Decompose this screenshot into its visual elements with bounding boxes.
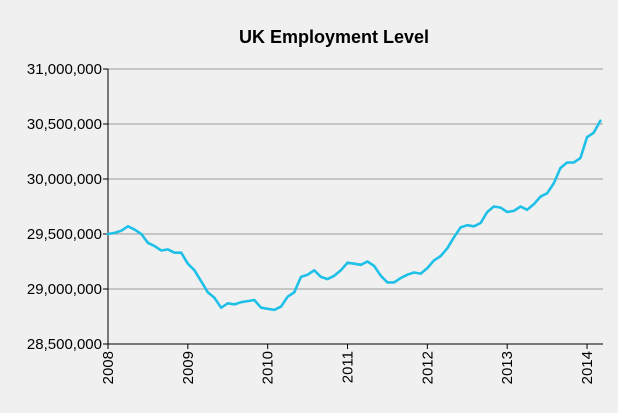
y-axis-tick-labels: 28,500,000 29,000,000 29,500,000 30,000,000… <box>27 61 102 353</box>
y-tick-label: 30,000,000 <box>27 171 102 188</box>
gridlines <box>108 68 603 290</box>
x-tick-label: 2008 <box>100 351 117 384</box>
employment-series-line <box>106 119 602 312</box>
x-axis-tick-labels: 2008 2009 2010 2011 2012 2013 2014 <box>100 351 596 384</box>
y-tick-label: 30,500,000 <box>27 116 102 133</box>
axes <box>103 68 603 349</box>
x-tick-label: 2009 <box>180 351 197 384</box>
series-layer <box>106 119 602 312</box>
x-tick-label: 2013 <box>499 351 516 384</box>
y-tick-label: 28,500,000 <box>27 336 102 353</box>
x-tick-label: 2010 <box>260 351 277 384</box>
x-tick-label: 2014 <box>579 351 596 384</box>
x-tick-label: 2012 <box>419 351 436 384</box>
y-tick-label: 29,000,000 <box>27 281 102 298</box>
y-tick-label: 31,000,000 <box>27 61 102 78</box>
y-tick-label: 29,500,000 <box>27 226 102 243</box>
x-tick-label: 2011 <box>340 351 357 383</box>
chart-title: UK Employment Level <box>239 27 429 47</box>
